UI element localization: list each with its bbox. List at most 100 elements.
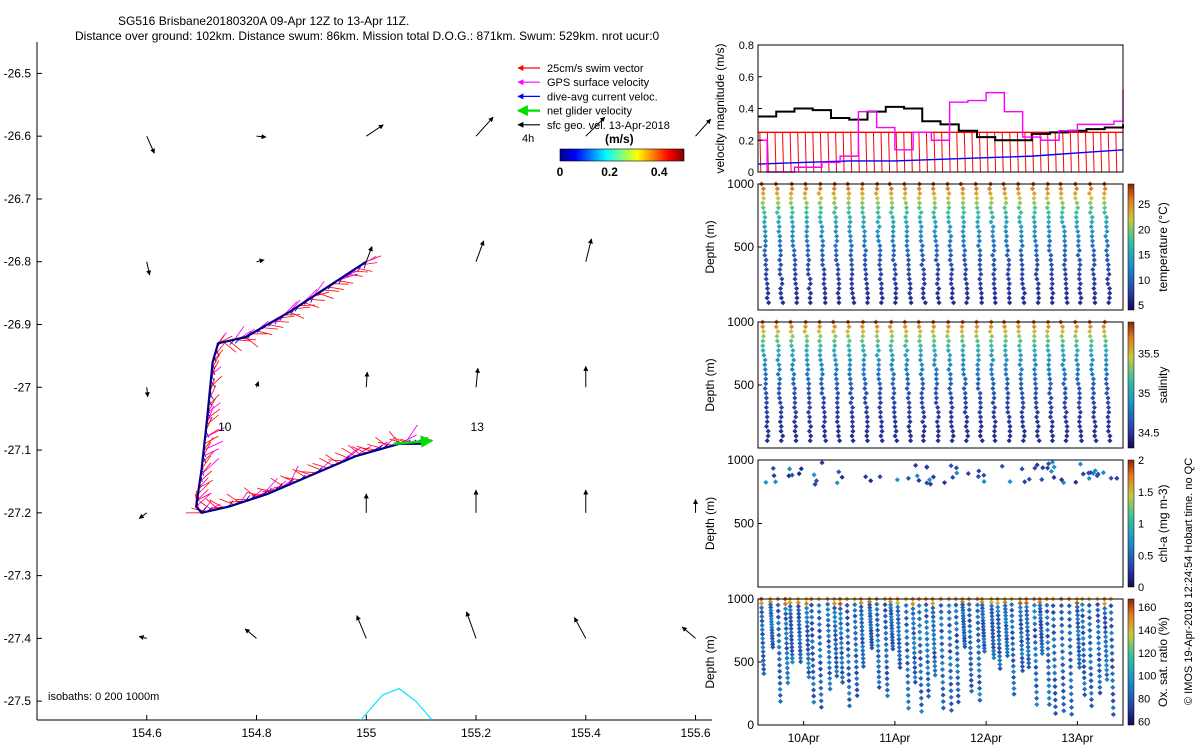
salinity-sample <box>1020 404 1026 411</box>
temperature-sample <box>977 281 984 287</box>
salinity-sample <box>845 333 851 339</box>
oxygen-sample <box>1080 641 1086 647</box>
salinity-sample <box>978 423 984 430</box>
salinity-sample <box>876 366 882 373</box>
geo-velocity-arrow <box>475 240 485 262</box>
oxygen-sample <box>1045 652 1051 658</box>
salinity-sample <box>991 395 997 401</box>
salinity-sample <box>906 414 912 420</box>
oxygen-sample <box>868 631 874 637</box>
oxygen-sample <box>1025 636 1031 642</box>
oxygen-sample <box>876 664 882 670</box>
oxygen-sample <box>884 681 890 687</box>
salinity-sample <box>859 338 865 344</box>
temperature-sample <box>1006 295 1012 301</box>
temperature-sample <box>975 224 981 230</box>
salinity-sample <box>1076 419 1082 425</box>
temperature-sample <box>802 195 808 201</box>
temperature-sample <box>904 233 910 239</box>
salinity-sample <box>1075 366 1081 373</box>
chla-sample <box>1046 461 1052 467</box>
temperature-sample <box>892 300 898 306</box>
geo-velocity-arrow <box>146 135 155 154</box>
oxygen-sample <box>884 687 890 693</box>
oxygen-sample <box>809 626 815 632</box>
temperature-sample <box>1062 243 1068 249</box>
temperature-sample <box>788 195 794 201</box>
salinity-sample <box>930 328 936 335</box>
temperature-sample <box>1049 276 1055 282</box>
salinity-sample <box>1063 419 1069 425</box>
salinity-sample <box>792 395 798 401</box>
salinity-sample <box>850 404 856 411</box>
salinity-sample <box>891 409 897 415</box>
temperature-sample <box>1031 200 1037 206</box>
salinity-sample <box>989 362 995 368</box>
salinity-sample <box>774 338 780 344</box>
salinity-sample <box>1003 333 1009 339</box>
salinity-sample <box>1007 423 1013 430</box>
salinity-sample <box>778 438 784 444</box>
oxygen-sample <box>804 614 810 620</box>
salinity-sample <box>919 362 925 368</box>
oxygen-sample <box>996 649 1003 655</box>
oxygen-sample <box>809 632 815 638</box>
oxygen-sample <box>1017 604 1023 610</box>
salinity-sample <box>805 409 812 415</box>
oxygen-sample <box>975 608 981 614</box>
oxygen-sample <box>976 673 982 679</box>
oxygen-sample <box>1019 647 1025 653</box>
salinity-sample <box>1047 414 1054 420</box>
temperature-sample <box>1049 271 1055 277</box>
oxygen-sample <box>889 637 895 643</box>
time-x-tick-label: 13Apr <box>1061 731 1093 745</box>
oxygen-sample <box>783 621 789 627</box>
geo-velocity-arrow <box>356 615 367 639</box>
salinity-sample <box>1104 385 1111 392</box>
temperature-sample <box>1029 186 1036 192</box>
swim-speed-spike <box>941 132 944 173</box>
temperature-sample <box>875 233 881 239</box>
oxygen-sample <box>995 616 1001 623</box>
temperature-sample <box>805 247 811 254</box>
oxygen-sample <box>1003 626 1009 632</box>
temperature-sample <box>790 238 796 244</box>
temperature-sample <box>976 228 982 235</box>
oxygen-sample <box>940 705 946 711</box>
temperature-sample <box>774 186 780 192</box>
oxygen-sample <box>1081 680 1087 687</box>
temperature-sample <box>933 257 939 263</box>
salinity-sample <box>1072 333 1078 339</box>
oxygen-sample <box>948 701 954 707</box>
oxygen-sample <box>946 603 952 609</box>
oxygen-sample <box>905 667 911 673</box>
salinity-sample <box>964 419 970 425</box>
oxygen-sample <box>925 659 931 665</box>
temperature-sample <box>851 300 857 306</box>
oxygen-sample <box>997 657 1003 663</box>
salinity-sample <box>1015 324 1021 330</box>
salinity-sample <box>960 347 966 354</box>
swim-vector <box>296 469 312 476</box>
salinity-sample <box>834 404 841 411</box>
oxygen-sample <box>917 662 924 668</box>
oxygen-sample <box>859 628 865 634</box>
oxygen-sample <box>1031 602 1037 608</box>
oxygen-sample <box>995 604 1001 610</box>
temperature-sample <box>819 257 826 263</box>
temperature-sample <box>960 205 966 211</box>
salinity-sample <box>1046 366 1052 373</box>
oxygen-sample <box>867 607 873 614</box>
temperature-sample <box>849 266 855 273</box>
swim-vector <box>308 298 325 301</box>
chla-colorbar-tick-label: 1 <box>1138 519 1144 531</box>
salinity-sample <box>818 357 824 363</box>
map-y-tick-label: -26.7 <box>4 192 32 206</box>
salinity-sample <box>817 333 824 339</box>
oxygen-sample <box>1076 664 1083 670</box>
oxygen-sample <box>1086 602 1092 608</box>
salinity-sample <box>862 395 868 401</box>
salinity-sample <box>991 414 997 420</box>
salinity-sample <box>920 438 927 444</box>
salinity-sample <box>877 381 883 387</box>
